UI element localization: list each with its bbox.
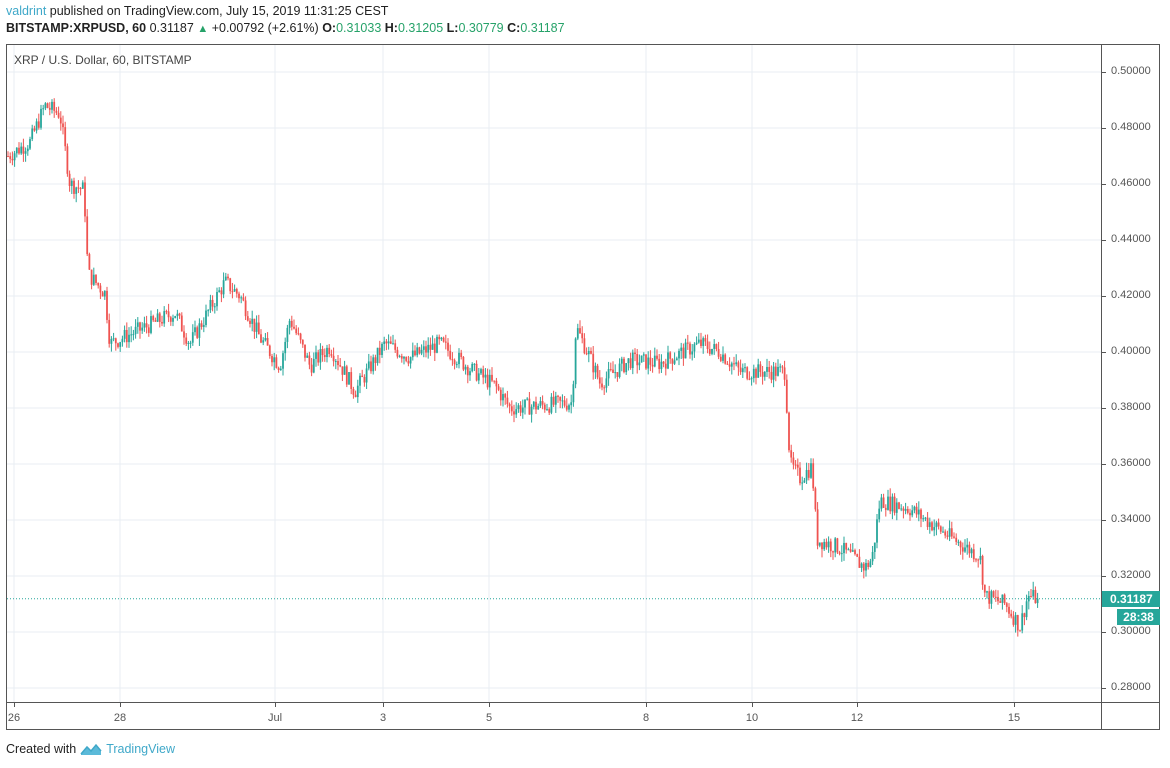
time-tick-mark [752, 703, 753, 707]
time-tick-mark [383, 703, 384, 707]
time-tick-mark [1014, 703, 1015, 707]
price-tick-label: 0.42000 [1111, 289, 1151, 301]
author-link[interactable]: valdrint [6, 4, 47, 18]
price-tick-label: 0.32000 [1111, 569, 1151, 581]
high-label: H: [384, 21, 398, 35]
price-tick-label: 0.34000 [1111, 513, 1151, 525]
low-label: L: [446, 21, 459, 35]
high-value: 0.31205 [397, 21, 444, 35]
price-tick-label: 0.40000 [1111, 345, 1151, 357]
created-with-text: Created with [6, 742, 77, 756]
open-label: O: [322, 21, 337, 35]
price-tick-label: 0.36000 [1111, 457, 1151, 469]
price-axis-border [1101, 45, 1102, 729]
candlestick-chart [7, 45, 1101, 702]
last-price-text: 0.31187 [149, 21, 194, 35]
close-value: 0.31187 [520, 21, 565, 35]
price-tick-label: 0.50000 [1111, 65, 1151, 77]
time-tick-mark [275, 703, 276, 707]
symbol-label: BITSTAMP:XRPUSD, 60 [6, 21, 147, 35]
low-value: 0.30779 [458, 21, 504, 35]
chart-plot-area[interactable] [7, 45, 1101, 702]
time-tick-mark [857, 703, 858, 707]
time-tick-label: 5 [485, 712, 493, 724]
time-tick-label: 10 [745, 712, 759, 724]
time-tick-label: 12 [850, 712, 864, 724]
time-tick-mark [646, 703, 647, 707]
price-tick-label: 0.44000 [1111, 233, 1151, 245]
time-tick-label: 8 [642, 712, 650, 724]
publish-info: valdrint published on TradingView.com, J… [6, 4, 388, 18]
open-value: 0.31033 [336, 21, 382, 35]
close-label: C: [507, 21, 521, 35]
price-tick-label: 0.38000 [1111, 401, 1151, 413]
time-axis-border [7, 702, 1159, 703]
chart-legend: XRP / U.S. Dollar, 60, BITSTAMP [14, 53, 192, 67]
price-tick-label: 0.48000 [1111, 121, 1151, 133]
price-tick-label: 0.30000 [1111, 625, 1151, 637]
chart-frame [6, 44, 1160, 730]
time-tick-label: 28 [113, 712, 127, 724]
time-tick-label: 15 [1007, 712, 1021, 724]
price-tick-label: 0.28000 [1111, 681, 1151, 693]
time-tick-label: 3 [379, 712, 387, 724]
tradingview-link[interactable]: TradingView [106, 742, 175, 756]
published-text: published on TradingView.com, July 15, 2… [49, 4, 389, 18]
price-tick-label: 0.46000 [1111, 177, 1151, 189]
bar-countdown: 28:38 [1117, 609, 1160, 625]
last-price-label: 0.31187 [1102, 591, 1160, 607]
time-tick-label: Jul [267, 712, 283, 724]
time-tick-mark [120, 703, 121, 707]
time-tick-mark [14, 703, 15, 707]
time-tick-mark [489, 703, 490, 707]
footer: Created with TradingView [6, 742, 175, 756]
ohlc-bar: BITSTAMP:XRPUSD, 60 0.31187 ▲ +0.00792 (… [6, 21, 565, 35]
change-text: +0.00792 (+2.61%) [211, 21, 319, 35]
up-arrow-icon: ▲ [197, 23, 209, 35]
time-tick-label: 26 [7, 712, 21, 724]
tradingview-logo-icon [80, 742, 102, 756]
